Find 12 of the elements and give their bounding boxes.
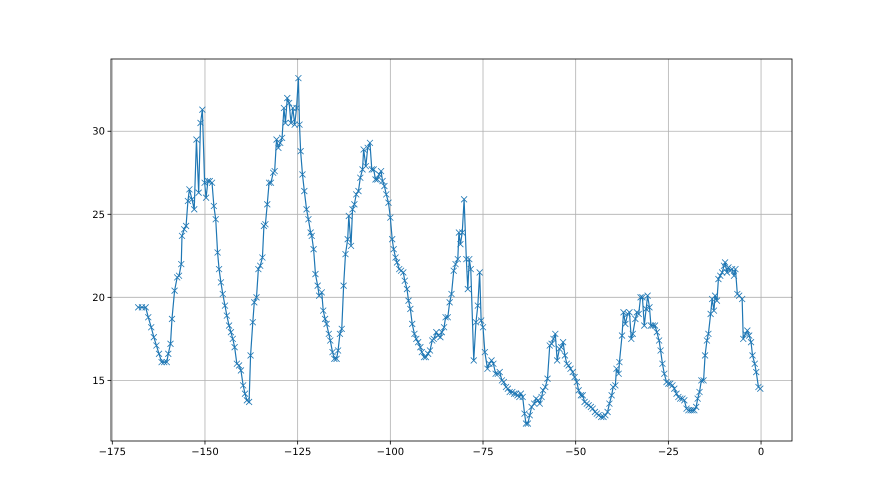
y-tick-label: 25: [92, 210, 105, 221]
x-tick-label: −25: [658, 447, 679, 458]
x-tick-label: −125: [284, 447, 312, 458]
x-tick-label: −150: [191, 447, 219, 458]
x-tick-label: −50: [565, 447, 586, 458]
x-tick-label: −75: [472, 447, 494, 458]
x-tick-label: −175: [98, 447, 126, 458]
y-tick-label: 30: [92, 126, 105, 138]
x-tick-label: −100: [376, 447, 404, 458]
y-tick-label: 20: [92, 292, 105, 304]
y-tick-label: 15: [92, 376, 105, 387]
x-tick-label: 0: [758, 447, 764, 458]
